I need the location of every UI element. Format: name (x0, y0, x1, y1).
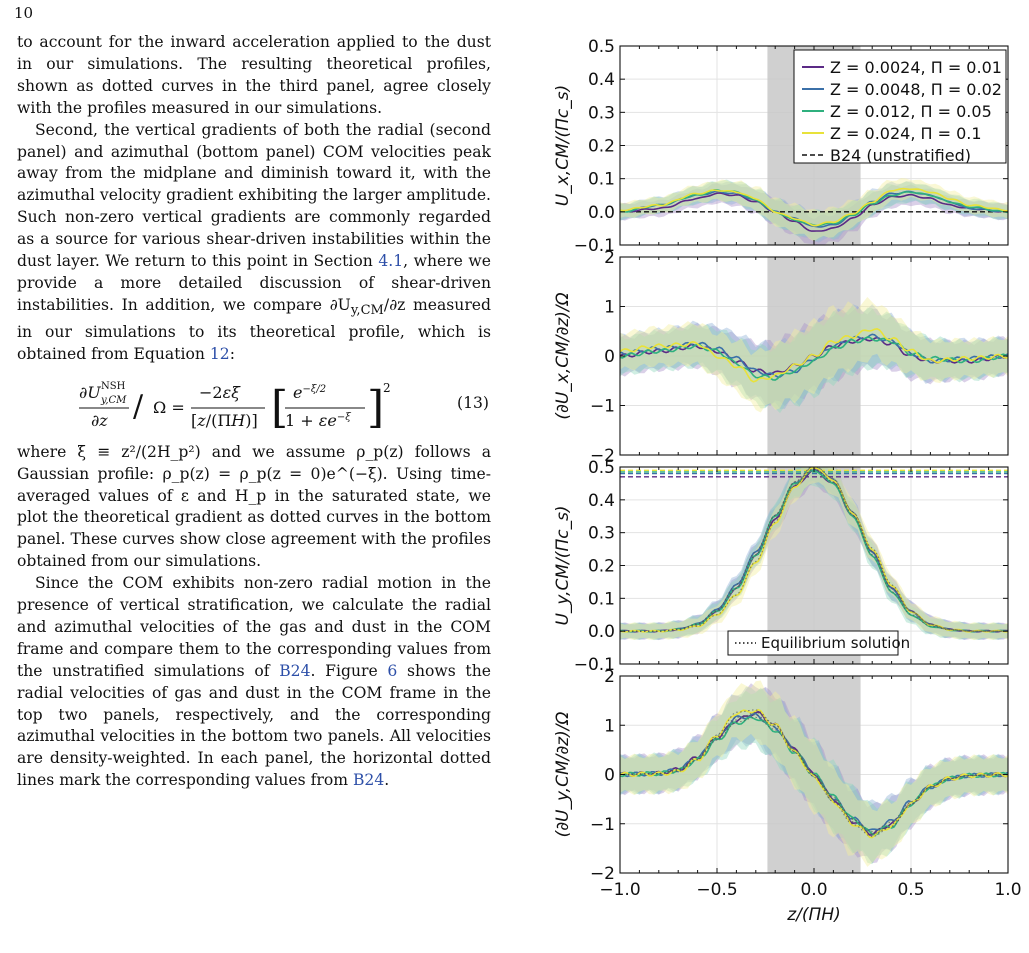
y-tick-label: 0.3 (588, 524, 615, 544)
section-link[interactable]: 4.1 (378, 252, 404, 271)
x-tick-label: 0.5 (897, 880, 924, 900)
y-tick-label: −0.1 (574, 236, 615, 256)
y-tick-label: 0.5 (588, 37, 615, 57)
figure-6-plots: −0.1 0.0 0.1 0.2 0.3 0.4 0.5 U_x,CM/(Πc_s) Z = 0… (553, 37, 1022, 925)
uncertainty-band-1 (620, 467, 1008, 640)
svg-text:∂U: ∂U (79, 383, 101, 402)
paragraph-1: to account for the inward acceleration a… (17, 33, 491, 117)
page-number: 10 (14, 4, 34, 22)
svg-text:−2εξ: −2εξ (199, 383, 241, 402)
equation-13-formula: ∂U NSH y,CM ∂z / Ω = −2εξ [z/(ΠH)] [ e−ξ… (79, 381, 391, 433)
y-tick-label: 0.4 (588, 491, 615, 511)
y-tick-label: 0.2 (588, 557, 615, 577)
x-tick-label: −1.0 (599, 880, 640, 900)
panel-4: −2 −1 0 1 2 (∂U_y,CM/∂z)/Ω −1.0 −0.5 0.0 0.5 1.0 z/… (553, 667, 1022, 925)
legend: Z = 0.0024, Π = 0.01 Z = 0.0048, Π = 0.02… (793, 49, 1007, 165)
svg-text:e−ξ/2: e−ξ/2 (293, 383, 326, 402)
legend-entry-4: Z = 0.024, Π = 0.1 (830, 124, 982, 143)
paragraph-4-part-c: shows the radial velocities of gas and d… (17, 661, 491, 790)
y-axis-label: (∂U_x,CM/∂z)/Ω (553, 292, 573, 419)
svg-text:y,CM: y,CM (100, 395, 127, 406)
equilibrium-curve-3 (620, 716, 1008, 835)
series-line-3 (620, 336, 1008, 381)
svg-text:Ω =: Ω = (153, 398, 185, 417)
legend-entry-3: Z = 0.012, Π = 0.05 (830, 102, 992, 121)
paragraph-2: Second, the vertical gradients of both t… (17, 120, 491, 366)
series-line-4 (620, 187, 1008, 227)
svg-text:/: / (133, 389, 144, 424)
svg-text:[: [ (271, 382, 288, 433)
citation-link-b24[interactable]: B24 (279, 661, 311, 680)
paragraph-4: Since the COM exhibits non-zero radial m… (17, 573, 491, 792)
paragraph-4-part-a: Since the COM exhibits non-zero radial m… (17, 574, 491, 680)
equilibrium-legend-label: Equilibrium solution (761, 634, 910, 652)
legend-entry-reference: B24 (unstratified) (830, 146, 971, 165)
equilibrium-curve-1 (620, 711, 1008, 835)
uncertainty-band-1 (620, 183, 1008, 245)
paragraph-2-part-d: : (229, 344, 235, 363)
y-tick-label: 2 (604, 248, 615, 268)
equilibrium-curve-4 (620, 467, 1008, 632)
uncertainty-band-2 (620, 181, 1008, 243)
x-tick-label: 1.0 (994, 880, 1021, 900)
y-tick-label: −2 (590, 864, 615, 884)
series-line-4 (620, 327, 1008, 383)
y-tick-label: 1 (604, 298, 615, 318)
svg-text:2: 2 (383, 381, 391, 395)
paragraph-3: where ξ ≡ z²/(2H_p²) and we assume ρ_p(z… (17, 442, 491, 571)
x-axis-label: z/(ΠH) (786, 905, 840, 925)
equation-13: ∂U NSH y,CM ∂z / Ω = −2εξ [z/(ΠH)] [ e−ξ… (17, 374, 491, 436)
paragraph-4-part-d: . (384, 771, 390, 790)
figure-6: −0.1 0.0 0.1 0.2 0.3 0.4 0.5 U_x,CM/(Πc_s) Z = 0… (532, 36, 1026, 941)
y-tick-label: 0 (604, 766, 615, 786)
paragraph-4-part-b: . Figure (310, 661, 388, 680)
legend-entry-1: Z = 0.0024, Π = 0.01 (830, 58, 1002, 77)
y-tick-label: 0.4 (588, 70, 615, 90)
svg-text:∂z: ∂z (91, 411, 108, 430)
x-tick-label: −0.5 (696, 880, 737, 900)
y-tick-label: −1 (590, 397, 615, 417)
y-tick-label: 0.3 (588, 103, 615, 123)
y-tick-label: 0.1 (588, 589, 615, 609)
y-tick-label: −1 (590, 815, 615, 835)
y-tick-label: 0.1 (588, 170, 615, 190)
citation-link-b24-second[interactable]: B24 (352, 771, 385, 790)
svg-text:NSH: NSH (101, 381, 126, 392)
series-line-4 (620, 708, 1008, 839)
y-axis-label: U_x,CM/(Πc_s) (553, 85, 573, 206)
y-tick-label: −0.1 (574, 655, 615, 675)
series-line-3 (620, 716, 1008, 836)
y-axis-label: U_y,CM/(Πc_s) (553, 505, 573, 625)
panel-3: −0.1 0.0 0.1 0.2 0.3 0.4 0.5 U_y,CM/(Πc_s) Equil… (553, 458, 1009, 675)
series-line-1 (620, 192, 1008, 232)
paragraph-2-part-b: , where we provide a more detailed discu… (17, 252, 491, 314)
svg-text:[z/(ΠH)]: [z/(ΠH)] (191, 411, 258, 430)
equilibrium-legend: Equilibrium solution (727, 630, 910, 656)
y-tick-label: 1 (604, 716, 615, 736)
panel-2: −2 −1 0 1 2 (∂U_x,CM/∂z)/Ω (553, 248, 1009, 466)
svg-text:1 + εe−ξ: 1 + εe−ξ (285, 411, 351, 430)
svg-text:]: ] (367, 382, 384, 433)
figure-link[interactable]: 6 (387, 661, 398, 680)
paragraph-2-part-c: /∂z measured in our simulations to its t… (17, 295, 491, 363)
y-tick-label: 0.5 (588, 458, 615, 478)
legend-entry-2: Z = 0.0048, Π = 0.02 (830, 80, 1002, 99)
x-tick-label: 0.0 (800, 880, 827, 900)
y-tick-label: 0.0 (588, 622, 615, 642)
y-tick-label: 2 (604, 667, 615, 687)
body-text-column: to account for the inward acceleration a… (17, 32, 491, 792)
uncertainty-band-2 (620, 304, 1008, 409)
paragraph-2-subscript: y,CM (350, 302, 384, 318)
y-tick-label: 0.0 (588, 203, 615, 223)
y-tick-label: 0 (604, 347, 615, 367)
y-axis-label: (∂U_y,CM/∂z)/Ω (553, 712, 573, 838)
y-tick-label: −2 (590, 446, 615, 466)
panel-1: −0.1 0.0 0.1 0.2 0.3 0.4 0.5 U_x,CM/(Πc_s) Z = 0… (553, 37, 1009, 256)
paragraph-2-part-a: Second, the vertical gradients of both t… (17, 120, 491, 271)
y-tick-label: 0.2 (588, 137, 615, 157)
equation-link[interactable]: 12 (209, 344, 230, 363)
equation-number: (13) (456, 393, 489, 412)
uncertainty-band-2 (620, 467, 1008, 641)
